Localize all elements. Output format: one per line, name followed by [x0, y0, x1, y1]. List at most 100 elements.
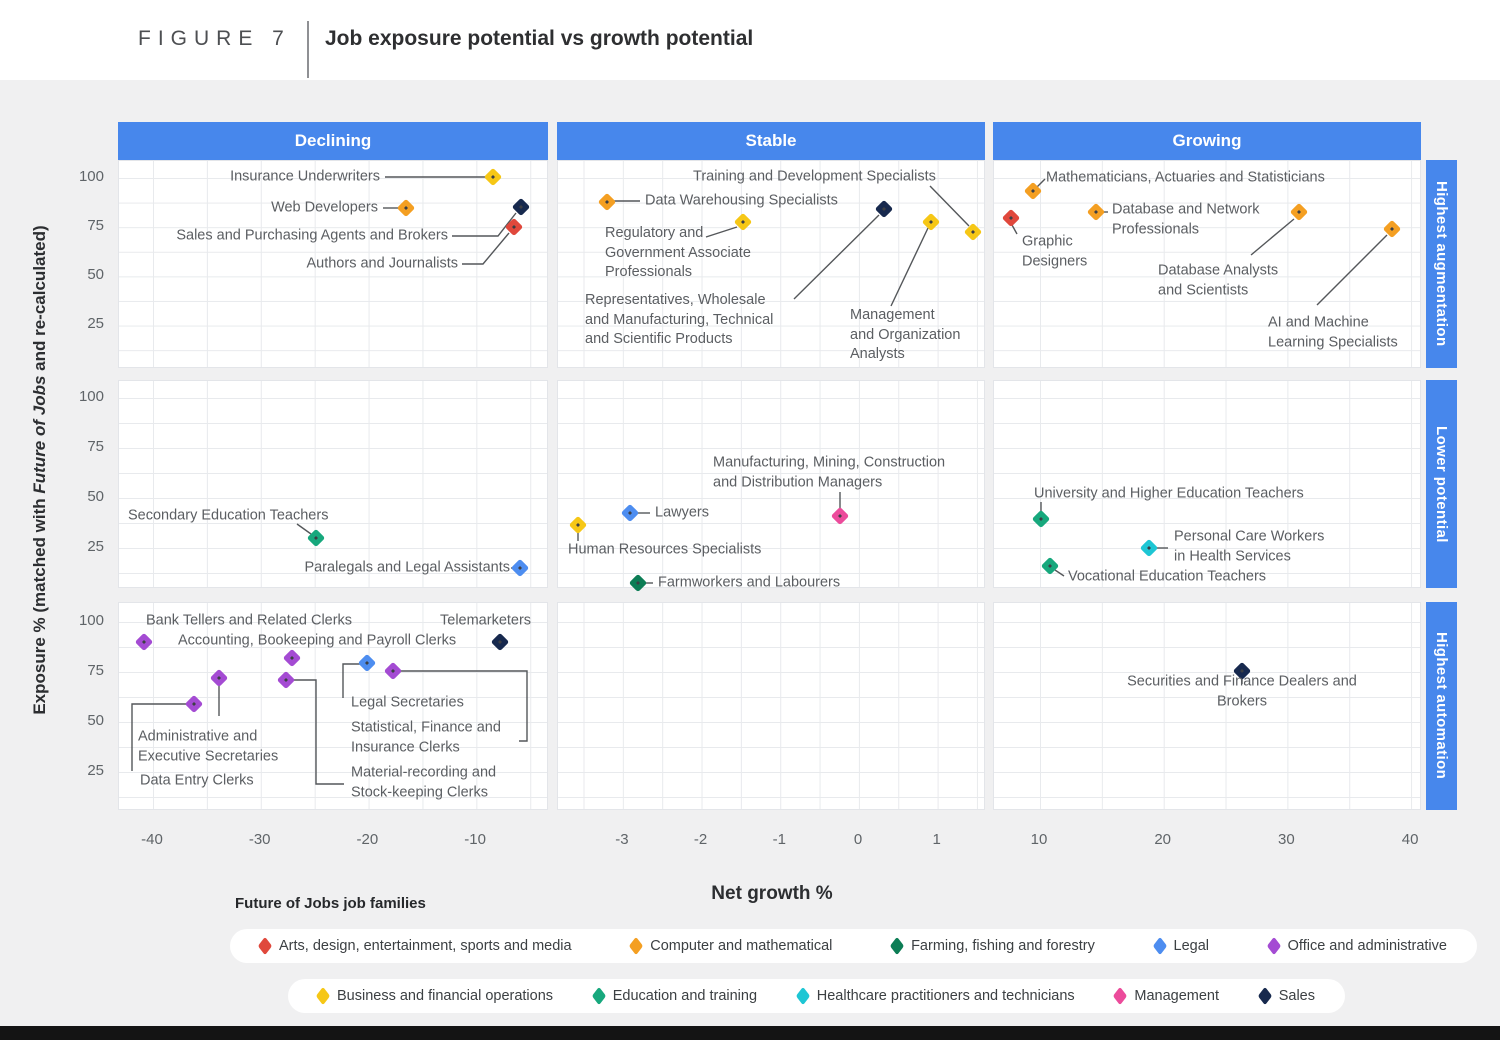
legend-row-1: Arts, design, entertainment, sports and …: [230, 929, 1477, 963]
row-band-lower-potential: Lower potential: [1426, 380, 1457, 588]
data-point-label: Regulatory and Government Associate Prof…: [605, 224, 751, 280]
legend-item-label: Management: [1134, 988, 1220, 1004]
column-header-growing: Growing: [993, 122, 1421, 160]
legend-item-label: Arts, design, entertainment, sports and …: [279, 938, 572, 954]
legend-diamond-icon: [629, 936, 644, 956]
y-tick-label: 25: [87, 315, 104, 332]
legend-diamond-icon: [591, 986, 606, 1006]
legend-item-healthcare: Healthcare practitioners and technicians: [795, 986, 1075, 1006]
legend-title: Future of Jobs job families: [235, 895, 426, 912]
x-tick-label: 0: [853, 831, 863, 848]
x-tick-label: 30: [1278, 831, 1295, 848]
legend-item-label: Computer and mathematical: [650, 938, 833, 954]
data-point-label: Human Resources Specialists: [568, 541, 762, 558]
data-point-label: Lawyers: [655, 504, 709, 521]
y-tick-label: 25: [87, 762, 104, 779]
figure-title: Job exposure potential vs growth potenti…: [325, 27, 754, 50]
y-tick-label: 100: [78, 168, 104, 185]
data-point-label: Administrative and Executive Secretaries: [138, 728, 279, 765]
legend-item-farming: Farming, fishing and forestry: [890, 936, 1095, 956]
column-header-declining: Declining: [118, 122, 548, 160]
figure-number: FIGURE 7: [138, 27, 291, 50]
x-tick-label: -20: [356, 831, 379, 848]
legend-item-legal: Legal: [1152, 936, 1209, 956]
panel-growing-lower: [993, 380, 1421, 588]
data-point-label: Mathematicians, Actuaries and Statistici…: [1046, 169, 1325, 186]
legend-diamond-icon: [890, 936, 905, 956]
legend-diamond-icon: [1266, 936, 1281, 956]
data-point-label: Statistical, Finance and Insurance Clerk…: [351, 719, 501, 756]
data-point-label: Representatives, Wholesale and Manufactu…: [585, 291, 774, 347]
x-tick-label: -2: [693, 831, 708, 848]
legend-row-2: Business and financial operations Educati…: [288, 979, 1345, 1013]
x-tick-label: 1: [932, 831, 941, 848]
y-tick-label: 100: [78, 388, 104, 405]
y-axis-title-italic: Future of Jobs: [30, 375, 49, 494]
x-tick-label: 10: [1030, 831, 1048, 848]
panel-stable-lower: [557, 380, 985, 588]
legend-item-business: Business and financial operations: [315, 986, 554, 1006]
data-point-label: Telemarketers: [440, 612, 532, 629]
data-point-label: Management and Organization Analysts: [850, 306, 961, 362]
panel-growing-automation: [993, 602, 1421, 810]
panel-declining-lower: [118, 380, 548, 588]
legend-item-computer: Computer and mathematical: [629, 936, 833, 956]
y-tick-label: 75: [87, 662, 104, 679]
data-point-label: Graphic Designers: [1022, 233, 1088, 270]
y-tick-label: 50: [87, 266, 104, 283]
data-point-label: AI and Machine Learning Specialists: [1268, 314, 1398, 351]
y-tick-label: 100: [78, 612, 104, 629]
x-tick-label: -3: [615, 831, 629, 848]
data-point-label: Securities and Finance Dealers and Broke…: [1127, 673, 1357, 710]
x-tick-label: -10: [464, 831, 486, 848]
legend-item-label: Healthcare practitioners and technicians: [816, 988, 1075, 1004]
legend-item-education: Education and training: [591, 986, 757, 1006]
row-band-highest-automation: Highest automation: [1426, 602, 1457, 810]
legend-item-label: Office and administrative: [1287, 938, 1447, 954]
data-point-label: Web Developers: [271, 199, 378, 216]
legend-diamond-icon: [315, 986, 331, 1006]
data-point-label: Paralegals and Legal Assistants: [304, 559, 510, 576]
x-tick-label: 20: [1154, 831, 1172, 848]
data-point-label: University and Higher Education Teachers: [1034, 485, 1304, 502]
legend-item-label: Legal: [1173, 938, 1209, 954]
x-tick-label: -40: [141, 831, 163, 848]
column-header-stable: Stable: [557, 122, 985, 160]
data-point-label: Manufacturing, Mining, Construction and …: [713, 454, 946, 491]
legend-diamond-icon: [1152, 936, 1167, 956]
legend-diamond-icon: [795, 986, 810, 1006]
y-tick-label: 25: [87, 538, 104, 555]
panel-stable-automation: [557, 602, 985, 810]
data-point-label: Personal Care Workers in Health Services: [1174, 528, 1325, 565]
data-point-label: Data Entry Clerks: [140, 772, 254, 789]
y-tick-label: 50: [87, 712, 104, 729]
legend-item-label: Business and financial operations: [337, 988, 554, 1004]
data-point-label: Sales and Purchasing Agents and Brokers: [176, 227, 448, 244]
y-axis-title: Exposure % (matched with Future of Jobs …: [30, 225, 50, 714]
data-point-label: Data Warehousing Specialists: [645, 192, 838, 209]
legend-diamond-icon: [1113, 986, 1128, 1006]
x-tick-label: -30: [248, 831, 271, 848]
data-point-label: Database Analysts and Scientists: [1158, 262, 1279, 299]
bottom-bar: [0, 1026, 1500, 1040]
y-tick-label: 50: [87, 488, 104, 505]
data-point-label: Farmworkers and Labourers: [658, 574, 841, 591]
data-point-label: Legal Secretaries: [351, 694, 464, 711]
legend-item-sales: Sales: [1257, 986, 1315, 1006]
y-axis-title-pre: Exposure % (matched with: [30, 493, 49, 715]
figure-header: FIGURE 7 Job exposure potential vs growt…: [0, 0, 1500, 80]
legend-item-label: Sales: [1278, 988, 1315, 1004]
header-divider: [307, 21, 309, 78]
x-axis-title: Net growth %: [711, 883, 833, 904]
legend-item-office: Office and administrative: [1266, 936, 1447, 956]
data-point-label: Insurance Underwriters: [230, 168, 380, 185]
y-tick-label: 75: [87, 438, 104, 455]
data-point-label: Training and Development Specialists: [693, 168, 936, 185]
row-band-highest-augmentation: Highest augmentation: [1426, 160, 1457, 368]
y-tick-label: 75: [87, 217, 104, 234]
y-axis-title-post: and re-calculated): [30, 225, 49, 376]
legend-diamond-icon: [257, 936, 273, 956]
data-point-label: Material-recording and Stock-keeping Cle…: [351, 764, 497, 801]
legend-diamond-icon: [1257, 986, 1272, 1006]
